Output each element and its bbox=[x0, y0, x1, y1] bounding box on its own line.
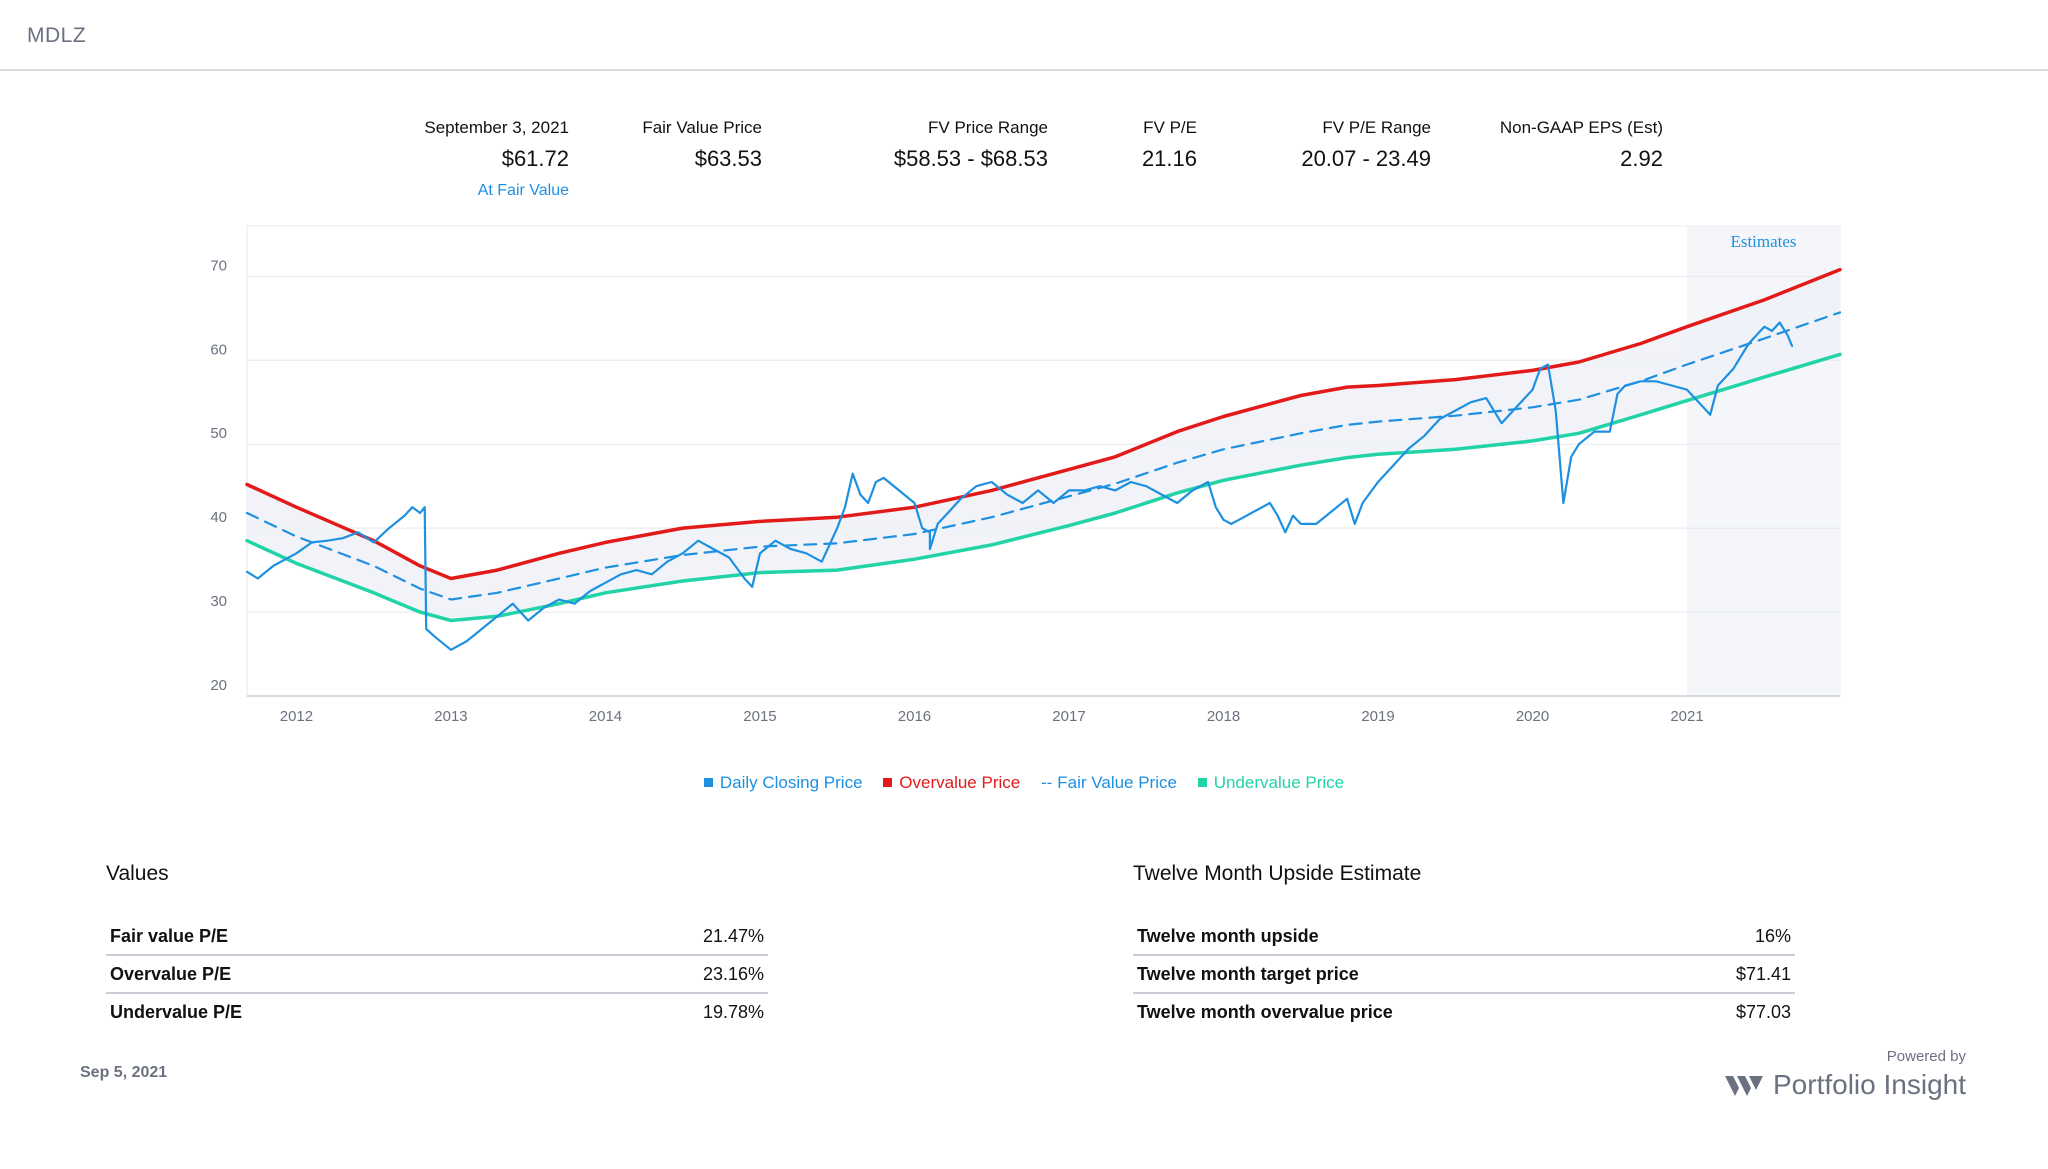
fair-value-band bbox=[247, 269, 1840, 621]
top-bar: MDLZ bbox=[0, 0, 2048, 71]
table-row: Twelve month overvalue price $77.03 bbox=[1133, 993, 1795, 1030]
x-tick-label: 2018 bbox=[1207, 708, 1240, 725]
y-tick-label: 20 bbox=[210, 677, 227, 694]
x-tick-label: 2014 bbox=[589, 708, 622, 725]
row-label: Twelve month target price bbox=[1133, 955, 1668, 994]
brand-label: Portfolio Insight bbox=[1773, 1069, 1966, 1100]
valuation-status: At Fair Value bbox=[477, 182, 569, 199]
stat-value: $61.72 bbox=[501, 146, 569, 171]
stat-fv-price-range: FV Price Range $58.53 - $68.53 bbox=[894, 118, 1048, 172]
legend-daily-closing-price[interactable]: Daily Closing Price bbox=[703, 773, 863, 793]
stat-fv-pe: FV P/E 21.16 bbox=[1142, 118, 1197, 172]
y-tick-label: 40 bbox=[210, 509, 227, 526]
overvalue-price-line bbox=[245, 267, 1842, 581]
table-row: Twelve month upside 16% bbox=[1133, 918, 1795, 956]
plot-area bbox=[246, 225, 1841, 697]
stat-value: 2.92 bbox=[1620, 146, 1663, 171]
values-title: Values bbox=[106, 862, 169, 885]
upside-table: Twelve month upside 16% Twelve month tar… bbox=[1133, 918, 1795, 1030]
undervalue-price-line bbox=[245, 352, 1842, 623]
legend-label: Fair Value Price bbox=[1057, 773, 1177, 792]
x-tick-label: 2015 bbox=[743, 708, 776, 725]
stat-value: 21.16 bbox=[1141, 146, 1197, 171]
row-value: 23.16% bbox=[549, 955, 768, 994]
table-row: Undervalue P/E 19.78% bbox=[106, 993, 768, 1030]
row-value: 21.47% bbox=[549, 918, 768, 956]
legend-label: Undervalue Price bbox=[1213, 773, 1345, 792]
values-table: Fair value P/E 21.47% Overvalue P/E 23.1… bbox=[106, 918, 768, 1030]
stat-label: FV Price Range bbox=[928, 118, 1048, 137]
y-tick-label: 70 bbox=[210, 257, 227, 274]
table-row: Fair value P/E 21.47% bbox=[106, 918, 768, 956]
row-label: Twelve month overvalue price bbox=[1137, 1001, 1393, 1022]
row-value: 16% bbox=[1667, 918, 1795, 956]
report-date: Sep 5, 2021 bbox=[80, 1064, 168, 1081]
legend-undervalue-price[interactable]: Undervalue Price bbox=[1197, 773, 1345, 793]
ticker-symbol: MDLZ bbox=[27, 24, 87, 47]
legend-swatch bbox=[703, 778, 713, 787]
x-tick-label: 2017 bbox=[1052, 708, 1085, 725]
x-tick-label: 2013 bbox=[434, 708, 467, 725]
stat-value: $58.53 - $68.53 bbox=[893, 146, 1048, 171]
table-row: Overvalue P/E 23.16% bbox=[106, 955, 768, 994]
row-value: $77.03 bbox=[1735, 1001, 1791, 1022]
stat-current-price: September 3, 2021 $61.72 At Fair Value bbox=[424, 118, 569, 200]
fair-value-price-line bbox=[245, 311, 1842, 601]
stat-label: FV P/E Range bbox=[1322, 118, 1431, 137]
row-label: Undervalue P/E bbox=[110, 1001, 243, 1022]
legend-dash-icon: -- bbox=[1040, 773, 1053, 792]
table-row: Twelve month target price $71.41 bbox=[1133, 955, 1795, 994]
brand-name: Portfolio Insight bbox=[1725, 1069, 1966, 1101]
daily-closing-price-line bbox=[245, 321, 1794, 651]
x-tick-label: 2016 bbox=[898, 708, 931, 725]
stat-fv-pe-range: FV P/E Range 20.07 - 23.49 bbox=[1301, 118, 1431, 172]
y-tick-label: 50 bbox=[210, 425, 227, 442]
legend-swatch bbox=[1197, 778, 1207, 787]
stat-fair-value-price: Fair Value Price $63.53 bbox=[642, 118, 762, 172]
chart-legend: Daily Closing Price Overvalue Price -- Fa… bbox=[0, 773, 2048, 793]
row-label: Twelve month upside bbox=[1133, 918, 1668, 956]
stat-label: Non-GAAP EPS (Est) bbox=[1499, 118, 1663, 137]
x-tick-label: 2012 bbox=[280, 708, 313, 725]
x-tick-label: 2020 bbox=[1516, 708, 1549, 725]
legend-swatch bbox=[883, 778, 893, 787]
row-value: $71.41 bbox=[1667, 955, 1795, 994]
portfolio-insight-logo-icon bbox=[1725, 1076, 1763, 1096]
fair-value-chart: Estimates 20 30 40 50 60 70 2012 2013 2014 2015 201… bbox=[210, 225, 1842, 725]
stat-value: $63.53 bbox=[694, 146, 762, 171]
legend-overvalue-price[interactable]: Overvalue Price bbox=[883, 773, 1020, 793]
upside-title: Twelve Month Upside Estimate bbox=[1133, 862, 1422, 885]
stat-label: Fair Value Price bbox=[642, 118, 762, 137]
y-tick-label: 30 bbox=[210, 593, 227, 610]
legend-fair-value-price[interactable]: -- Fair Value Price bbox=[1041, 773, 1177, 793]
x-tick-label: 2019 bbox=[1361, 708, 1394, 725]
powered-by-label: Powered by bbox=[1886, 1048, 1966, 1065]
stat-value: 20.07 - 23.49 bbox=[1301, 146, 1431, 171]
y-tick-label: 60 bbox=[210, 341, 227, 358]
legend-label: Overvalue Price bbox=[899, 773, 1021, 792]
row-value: 19.78% bbox=[702, 1001, 764, 1022]
powered-by[interactable]: Powered by Portfolio Insight bbox=[1725, 1048, 1966, 1101]
estimates-label: Estimates bbox=[1730, 232, 1796, 251]
legend-label: Daily Closing Price bbox=[719, 773, 863, 792]
stat-label: FV P/E bbox=[1143, 118, 1197, 137]
stat-eps-estimate: Non-GAAP EPS (Est) 2.92 bbox=[1500, 118, 1663, 172]
stat-label: September 3, 2021 bbox=[424, 118, 569, 137]
row-label: Fair value P/E bbox=[106, 918, 550, 956]
row-label: Overvalue P/E bbox=[106, 955, 550, 994]
x-tick-label: 2021 bbox=[1670, 708, 1703, 725]
